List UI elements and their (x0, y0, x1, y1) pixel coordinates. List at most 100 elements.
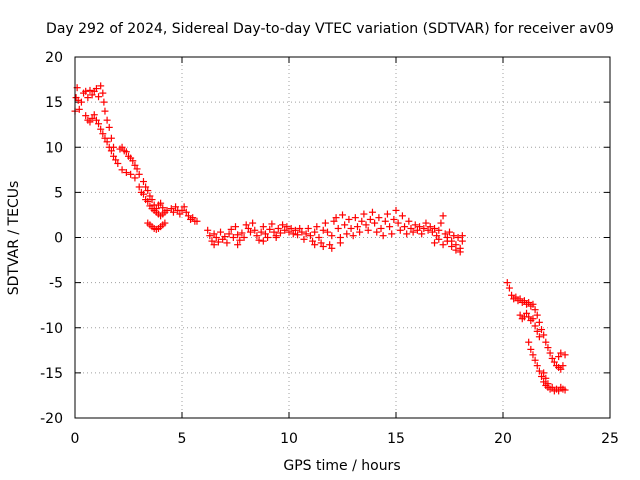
data-point (396, 226, 404, 234)
data-point (336, 239, 344, 247)
data-point (368, 208, 376, 216)
data-point (383, 210, 391, 218)
data-point (321, 219, 329, 227)
data-point (223, 239, 231, 247)
data-point (257, 228, 265, 236)
data-point (446, 228, 453, 236)
data-point (542, 338, 550, 346)
data-point (259, 223, 267, 231)
data-point (279, 221, 287, 229)
data-point (411, 221, 419, 229)
data-point (424, 226, 432, 234)
data-point (535, 318, 543, 326)
data-point (276, 229, 284, 237)
x-tick-label: 15 (387, 431, 405, 447)
y-tick-label: 10 (45, 140, 63, 156)
data-point (101, 134, 109, 142)
data-point (448, 243, 456, 251)
data-point (505, 284, 513, 292)
data-point (443, 237, 451, 245)
data-point (97, 125, 105, 133)
data-point (550, 358, 558, 366)
y-tick-labels: -20 -15 -10 -5 0 5 10 15 20 (40, 50, 63, 427)
data-point (225, 230, 233, 238)
series-segment-1 (71, 82, 201, 233)
y-tick-label: 20 (45, 50, 63, 66)
data-point (159, 204, 167, 212)
data-point (557, 365, 565, 373)
data-point (420, 224, 428, 232)
data-point (343, 230, 351, 238)
data-point (538, 372, 546, 380)
data-point (99, 130, 107, 138)
data-point (508, 291, 516, 299)
data-point (529, 300, 537, 308)
data-point (150, 201, 158, 209)
y-tick-label: 15 (45, 95, 63, 111)
data-point (249, 219, 257, 227)
data-point (139, 178, 147, 186)
data-point (131, 161, 139, 169)
data-point (86, 118, 94, 126)
data-point (234, 231, 242, 239)
data-point (298, 228, 306, 236)
data-point (403, 230, 411, 238)
x-axis-label: GPS time / hours (283, 458, 400, 474)
data-point (82, 87, 90, 95)
data-point (144, 187, 152, 195)
data-point (274, 224, 282, 232)
y-tick-label: 0 (54, 231, 63, 247)
data-point (148, 196, 156, 204)
data-point (450, 232, 458, 240)
data-point (255, 236, 263, 244)
data-point (161, 219, 169, 227)
data-point (82, 112, 90, 120)
plot-frame (74, 56, 611, 419)
data-point (379, 232, 387, 240)
data-point (531, 322, 539, 330)
data-point (75, 105, 83, 113)
data-point (433, 232, 441, 240)
data-point (548, 354, 556, 362)
data-point (302, 230, 310, 238)
data-point (101, 107, 109, 115)
data-point (244, 224, 252, 232)
data-point (533, 311, 541, 319)
data-point (283, 223, 291, 231)
data-point (133, 165, 141, 173)
data-point (100, 98, 108, 106)
x-tick-label: 20 (494, 431, 512, 447)
data-point (441, 230, 449, 238)
data-point (394, 219, 402, 227)
data-point (157, 199, 165, 207)
data-point (529, 315, 537, 323)
data-point (227, 225, 235, 233)
data-point (77, 98, 85, 106)
data-point (90, 111, 98, 119)
data-point (435, 235, 443, 243)
x-tick-label: 25 (601, 431, 619, 447)
data-point (294, 231, 302, 239)
data-point (315, 234, 323, 241)
data-point (347, 224, 355, 232)
data-point (516, 311, 524, 319)
data-point (525, 298, 533, 306)
data-point (110, 152, 118, 160)
data-point (386, 223, 394, 231)
data-point (300, 235, 308, 243)
data-point (84, 94, 92, 102)
data-point (118, 143, 126, 151)
data-point (107, 134, 115, 142)
data-point (351, 214, 359, 222)
data-point (535, 333, 543, 341)
data-point (242, 221, 250, 229)
y-axis-label: SDTVAR / TECUs (6, 181, 22, 296)
data-point (525, 338, 533, 346)
data-point (311, 228, 319, 236)
data-point (234, 241, 242, 249)
data-point (144, 197, 152, 205)
data-point (214, 238, 222, 246)
data-point (204, 226, 212, 234)
data-point (328, 232, 336, 240)
